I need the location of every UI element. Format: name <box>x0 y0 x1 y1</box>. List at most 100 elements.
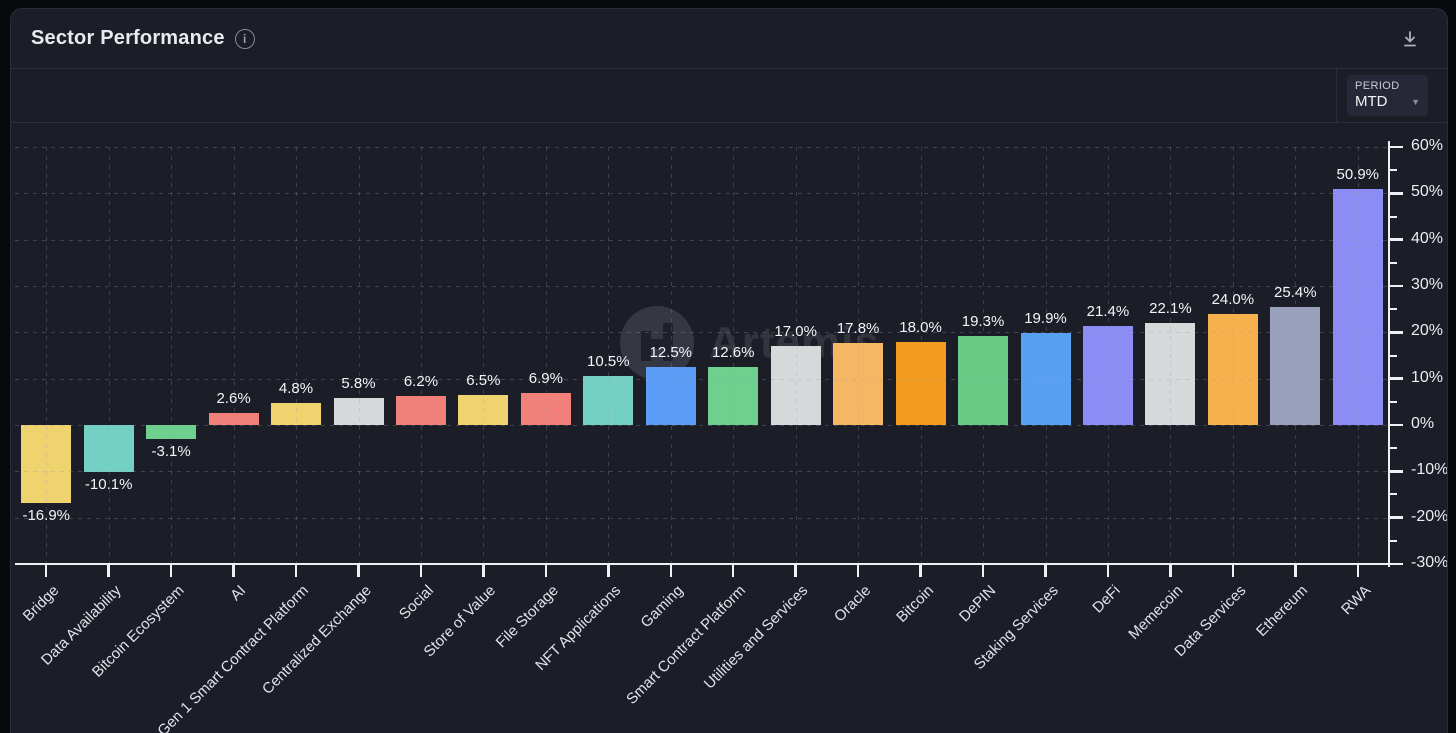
bar-value-label: 50.9% <box>1336 166 1380 184</box>
bar[interactable] <box>895 341 946 425</box>
period-label: PERIOD <box>1355 80 1400 92</box>
bar[interactable] <box>146 425 197 440</box>
bar-value-label: 12.6% <box>711 343 755 361</box>
bar[interactable] <box>833 342 884 425</box>
bar[interactable] <box>271 402 322 425</box>
chevron-down-icon: ▼ <box>1411 96 1420 107</box>
horizontal-gridline <box>15 471 1389 473</box>
bar[interactable] <box>958 335 1009 425</box>
y-axis-minor-tick <box>1389 169 1397 172</box>
x-axis-tick <box>544 564 548 577</box>
category-label: Memecoin <box>1125 582 1187 643</box>
bar[interactable] <box>520 393 571 425</box>
x-axis-tick <box>107 564 110 577</box>
category-label: DeFi <box>1089 582 1124 617</box>
category-label: Oracle <box>830 582 875 626</box>
bar[interactable] <box>583 376 634 425</box>
horizontal-gridline <box>15 286 1389 287</box>
vertical-gridline <box>296 147 298 564</box>
horizontal-gridline <box>15 239 1389 241</box>
horizontal-gridline <box>15 517 1389 519</box>
bar[interactable] <box>83 425 134 472</box>
bar[interactable] <box>333 398 384 425</box>
category-label: DePIN <box>955 582 1000 626</box>
bar[interactable] <box>458 394 509 425</box>
bar[interactable] <box>1145 322 1196 425</box>
bar-value-label: 22.1% <box>1149 299 1192 317</box>
vertical-gridline <box>795 147 797 564</box>
x-axis-tick <box>669 564 673 577</box>
bar-value-label: 18.0% <box>899 318 942 336</box>
vertical-gridline <box>545 147 547 564</box>
vertical-gridline <box>670 147 672 564</box>
bar-value-label: 4.8% <box>278 379 314 397</box>
y-axis-major-tick <box>1389 423 1403 427</box>
horizontal-gridline <box>15 147 1389 149</box>
bar-value-label: 6.2% <box>403 373 439 391</box>
y-axis-tick-label: -20% <box>1411 507 1448 525</box>
period-dropdown[interactable]: PERIOD MTD ▼ <box>1347 75 1428 116</box>
panel-header: Sector Performance i <box>11 9 1447 69</box>
vertical-gridline <box>920 147 922 564</box>
x-axis-tick <box>1356 564 1360 577</box>
bar[interactable] <box>21 425 72 504</box>
x-axis-tick <box>607 564 610 577</box>
category-label: Smart Contract Platform <box>623 582 750 708</box>
bar[interactable] <box>770 346 821 425</box>
y-axis-major-tick <box>1389 377 1403 380</box>
vertical-gridline <box>983 147 985 564</box>
x-axis-tick <box>1169 564 1172 577</box>
y-axis-tick-label: -10% <box>1411 461 1448 479</box>
vertical-gridline <box>358 147 360 564</box>
bar-value-label: 24.0% <box>1211 290 1255 308</box>
y-axis-major-tick <box>1389 470 1403 473</box>
vertical-gridline <box>420 147 422 564</box>
horizontal-gridline <box>15 425 1389 426</box>
x-axis-line <box>15 562 1403 566</box>
x-axis-tick <box>856 564 860 577</box>
category-label: RWA <box>1337 582 1374 619</box>
x-axis-tick <box>731 564 735 577</box>
y-axis-tick-label: 10% <box>1411 368 1444 386</box>
vertical-gridline <box>733 147 735 564</box>
download-icon[interactable] <box>1399 28 1421 50</box>
bar[interactable] <box>1207 313 1258 425</box>
vertical-gridline <box>483 147 485 564</box>
y-axis-major-tick <box>1389 238 1403 241</box>
period-section: PERIOD MTD ▼ <box>1336 69 1447 122</box>
bar[interactable] <box>1270 307 1321 425</box>
y-axis-minor-tick <box>1389 261 1397 264</box>
panel-title: Sector Performance <box>31 27 225 49</box>
x-axis-tick <box>919 564 922 577</box>
info-icon[interactable]: i <box>234 28 255 49</box>
y-axis-minor-tick <box>1389 447 1397 450</box>
x-axis-tick <box>44 564 48 577</box>
bar[interactable] <box>1082 325 1133 425</box>
x-axis-tick <box>294 564 298 577</box>
vertical-gridline <box>1045 147 1047 564</box>
bar[interactable] <box>1020 332 1071 425</box>
vertical-gridline <box>608 147 610 564</box>
y-axis-minor-tick <box>1389 493 1397 496</box>
y-axis-major-tick <box>1389 145 1403 149</box>
category-label: Gaming <box>637 582 687 632</box>
bar[interactable] <box>645 367 696 425</box>
y-axis-minor-tick <box>1389 400 1397 403</box>
bar[interactable] <box>708 366 759 425</box>
category-label: Utilities and Services <box>701 582 812 693</box>
x-axis-tick <box>1231 564 1235 577</box>
artemis-logo-icon <box>620 306 694 380</box>
horizontal-gridline <box>15 378 1389 380</box>
x-axis-tick <box>794 564 797 577</box>
controls-bar: PERIOD MTD ▼ <box>11 69 1447 123</box>
bar-value-label: 17.8% <box>836 319 880 337</box>
category-label: Centralized Exchange <box>258 582 375 698</box>
x-axis-tick <box>357 564 360 577</box>
bar-value-label: 2.6% <box>216 389 251 407</box>
bar[interactable] <box>208 412 259 425</box>
y-axis-minor-tick <box>1389 308 1397 311</box>
bar-value-label: 19.9% <box>1024 309 1067 327</box>
bar[interactable] <box>1332 189 1383 425</box>
bar[interactable] <box>395 396 446 425</box>
y-axis-tick-label: 50% <box>1411 183 1444 201</box>
